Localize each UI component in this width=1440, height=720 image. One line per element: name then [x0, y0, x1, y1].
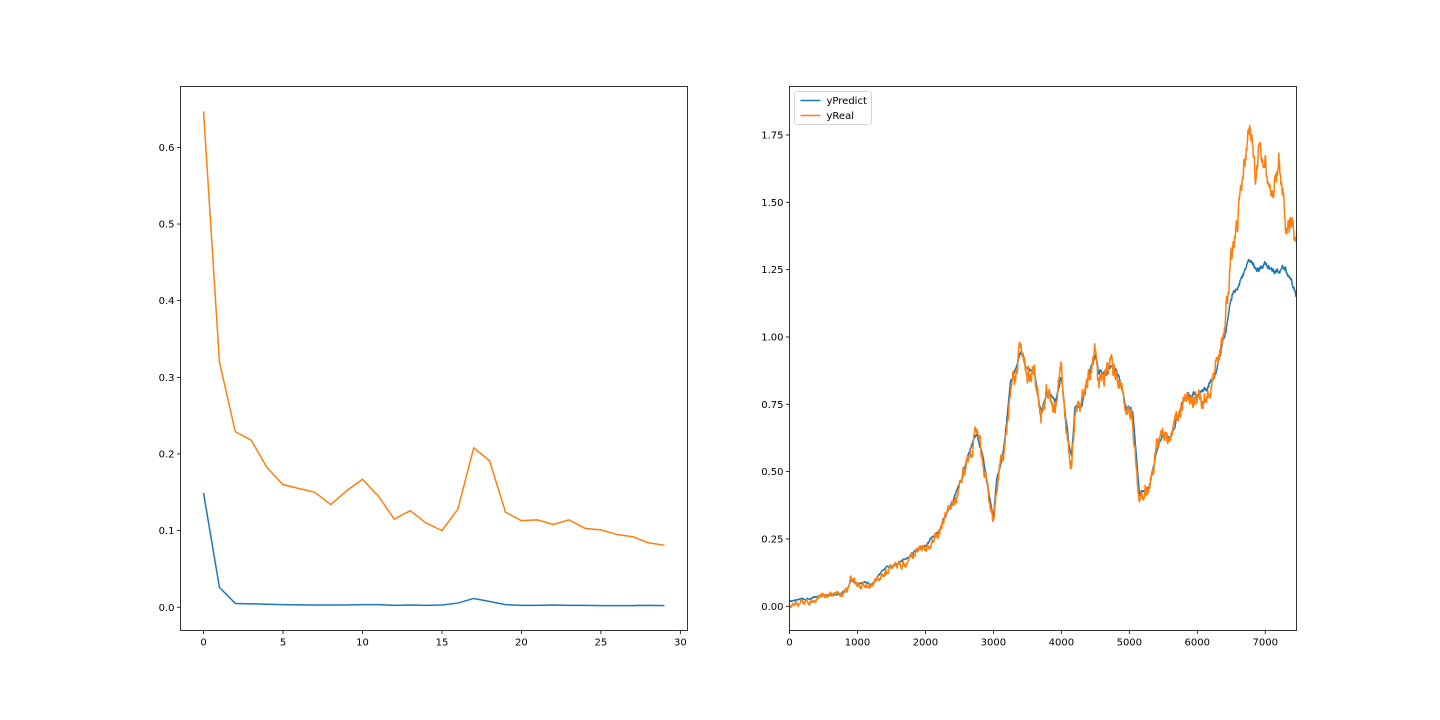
x-tick-label: 25: [595, 638, 608, 649]
y-tick-label: 0.4: [159, 296, 175, 307]
x-tick-label: 5000: [1117, 638, 1142, 649]
x-tick-label: 2000: [913, 638, 938, 649]
x-tick-label: 0: [786, 638, 792, 649]
y-tick-label: 1.00: [761, 332, 783, 343]
series-group: [202, 111, 665, 607]
y-tick-label: 1.75: [761, 130, 783, 141]
x-tick-label: 4000: [1049, 638, 1074, 649]
y-tick-label: 0.3: [159, 373, 175, 384]
y-tick-label: 0.00: [761, 602, 783, 613]
y-tick-label: 0.1: [159, 526, 175, 537]
x-tick-label: 15: [436, 638, 449, 649]
y-tick-label: 0.5: [159, 220, 175, 231]
series-group: [789, 124, 1297, 609]
x-tick-label: 6000: [1185, 638, 1210, 649]
series-line-yReal: [789, 124, 1297, 609]
y-tick-label: 0.75: [761, 400, 783, 411]
axes-frame: [789, 86, 1297, 631]
x-tick-label: 20: [515, 638, 528, 649]
legend-label-yReal: yReal: [827, 111, 854, 122]
y-tick-label: 1.25: [761, 265, 783, 276]
y-tick-label: 0.25: [761, 534, 783, 545]
series-line-orange: [202, 111, 665, 546]
x-tick-label: 10: [356, 638, 369, 649]
axes-frame: [180, 86, 688, 631]
x-tick-label: 3000: [981, 638, 1006, 649]
series-line-blue: [202, 492, 665, 607]
right-subplot: 0 1000 2000 3000 4000 5000 6000 7000 0.00 0.25 0.5…: [761, 86, 1297, 649]
y-tick-label: 0.0: [159, 603, 175, 614]
x-tick-label: 7000: [1253, 638, 1278, 649]
y-tick-label: 1.50: [761, 198, 783, 209]
legend: yPredict yReal: [794, 91, 872, 125]
x-tick-label: 0: [200, 638, 206, 649]
x-tick-label: 30: [674, 638, 687, 649]
left-subplot: 0 5 10 15 20 25 30 0.0 0.1 0.2 0.3 0.4 0.5 0.6: [159, 86, 688, 649]
x-tick-label: 5: [280, 638, 286, 649]
x-tick-label: 1000: [845, 638, 870, 649]
y-tick-label: 0.50: [761, 467, 783, 478]
y-tick-label: 0.2: [159, 449, 175, 460]
y-tick-label: 0.6: [159, 143, 175, 154]
legend-label-yPredict: yPredict: [827, 96, 867, 107]
